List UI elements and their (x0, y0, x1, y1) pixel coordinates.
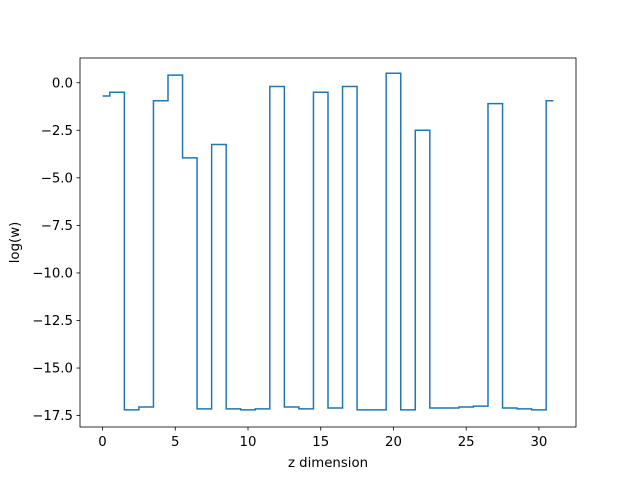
x-tick-label: 20 (385, 435, 402, 450)
series-line (102, 72, 554, 411)
y-tick-label: 0.0 (52, 76, 73, 91)
x-tick-label: 30 (530, 435, 547, 450)
y-tick-label: −5.0 (41, 171, 73, 186)
y-ticks: 0.0 −2.5 −5.0 −7.5 −10.0 −12.5 −15.0 −17.5 (32, 76, 80, 424)
y-tick-label: −2.5 (41, 124, 73, 139)
y-tick-label: −7.5 (41, 219, 73, 234)
x-tick-label: 0 (98, 435, 106, 450)
y-tick-label: −10.0 (32, 267, 73, 282)
x-tick-label: 5 (171, 435, 179, 450)
x-ticks: 0 5 10 15 20 25 30 (98, 427, 547, 450)
y-tick-label: −12.5 (32, 314, 73, 329)
x-tick-label: 15 (312, 435, 329, 450)
x-tick-label: 10 (240, 435, 257, 450)
x-tick-label: 25 (458, 435, 475, 450)
y-axis-label: log(w) (8, 222, 23, 264)
y-tick-label: −17.5 (32, 409, 73, 424)
y-tick-label: −15.0 (32, 362, 73, 377)
axes-frame (79, 57, 577, 428)
x-axis-label: z dimension (288, 456, 368, 471)
